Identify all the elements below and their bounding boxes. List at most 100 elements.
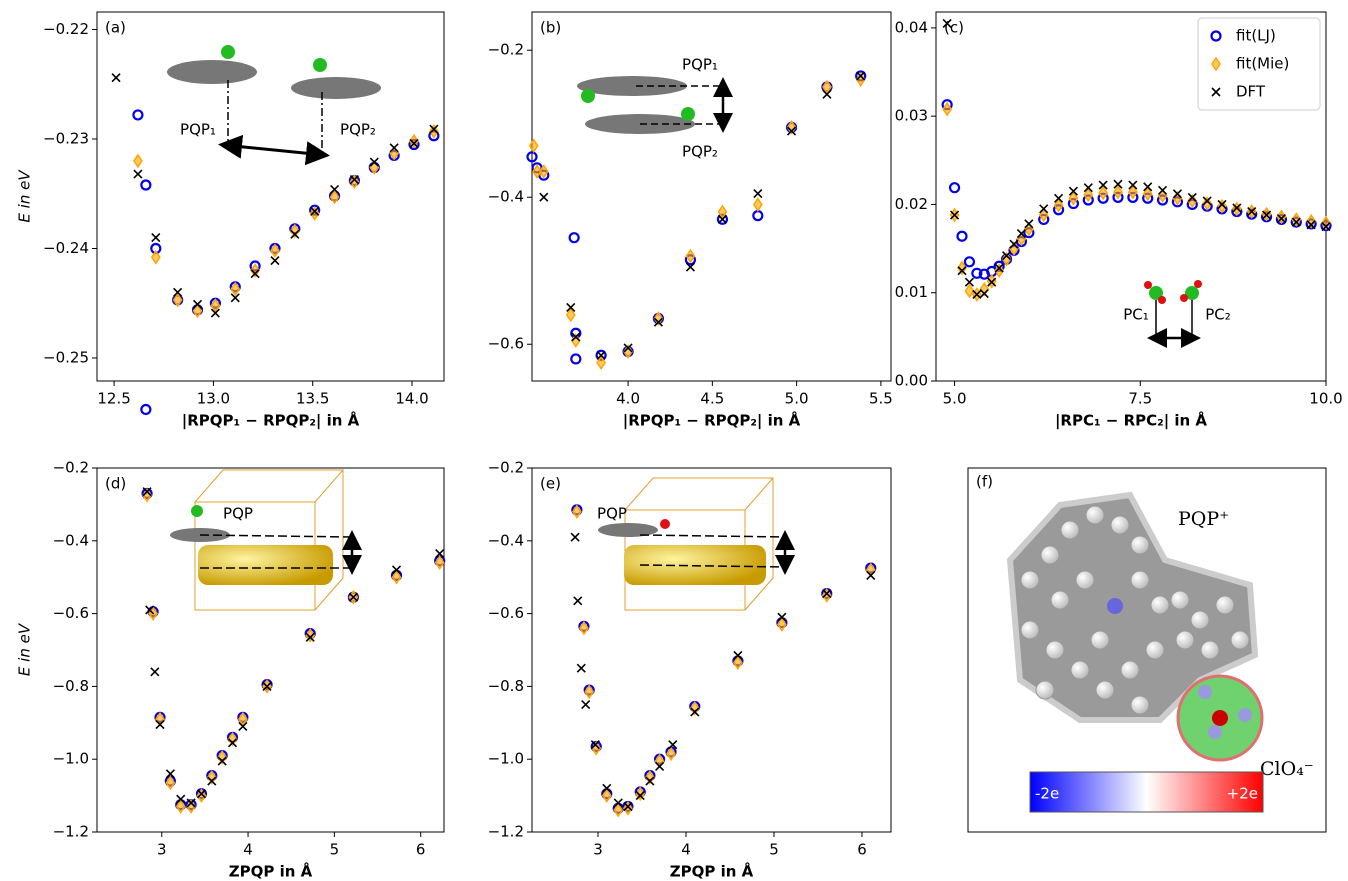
panel-label: (b) xyxy=(540,19,561,37)
point xyxy=(601,788,612,803)
point xyxy=(994,263,1004,273)
x-tick-label: 13.5 xyxy=(296,390,329,408)
inset-molecules-b xyxy=(577,76,733,134)
point xyxy=(1083,187,1094,203)
x-tick-label: 10.0 xyxy=(1309,390,1342,408)
point xyxy=(1068,190,1079,206)
point xyxy=(963,256,976,268)
point xyxy=(856,71,866,81)
point xyxy=(685,248,696,264)
point xyxy=(217,756,227,766)
atom xyxy=(1050,590,1070,610)
point xyxy=(1306,220,1316,230)
panel-label: (d) xyxy=(105,475,126,493)
point xyxy=(655,761,665,772)
point xyxy=(590,740,600,750)
point xyxy=(434,555,445,570)
legend-frame xyxy=(1197,17,1321,111)
atom xyxy=(1230,630,1250,650)
point xyxy=(192,303,203,319)
point xyxy=(528,138,539,154)
point xyxy=(142,487,152,497)
point xyxy=(1247,206,1257,217)
point xyxy=(1127,184,1138,200)
y-tick-label: 0.01 xyxy=(895,283,928,301)
y-tick-label: −0.23 xyxy=(43,130,89,148)
point xyxy=(776,617,787,632)
point xyxy=(140,403,152,416)
inset-label: PC₁ xyxy=(1123,306,1149,324)
point xyxy=(613,798,623,808)
point xyxy=(133,153,143,169)
atom xyxy=(1130,570,1150,590)
point xyxy=(753,188,763,199)
point xyxy=(957,260,967,276)
point xyxy=(571,504,582,520)
point xyxy=(186,798,196,808)
legend-entry: fit(LJ) xyxy=(1236,27,1276,45)
point xyxy=(173,287,183,297)
point xyxy=(602,783,612,793)
x-tick-label: 6 xyxy=(857,841,867,859)
atom xyxy=(1110,515,1130,535)
point xyxy=(230,281,241,297)
atom xyxy=(1045,640,1065,660)
point xyxy=(270,255,280,266)
point xyxy=(230,293,240,303)
point xyxy=(133,169,143,179)
y-tick-label: −0.8 xyxy=(488,677,524,695)
point xyxy=(623,801,633,812)
point xyxy=(217,750,228,765)
point xyxy=(689,700,700,716)
point xyxy=(752,210,764,222)
point xyxy=(132,109,144,121)
x-tick-label: 3 xyxy=(157,841,167,859)
atom xyxy=(1130,695,1150,715)
point xyxy=(581,700,591,710)
inset-label: PQP₁ xyxy=(682,56,718,74)
point xyxy=(1016,229,1026,239)
point xyxy=(192,299,203,309)
point xyxy=(409,133,419,149)
point xyxy=(1054,193,1064,203)
point xyxy=(786,126,797,136)
point xyxy=(979,289,989,299)
point xyxy=(1202,196,1212,206)
point xyxy=(1128,180,1138,190)
legend-swatch xyxy=(1211,87,1221,97)
cation-label: PQP⁺ xyxy=(1178,508,1229,530)
point xyxy=(1002,251,1012,261)
point xyxy=(948,182,961,194)
point xyxy=(145,605,155,615)
atom xyxy=(1020,620,1040,640)
point xyxy=(942,101,953,117)
point xyxy=(349,174,359,185)
point xyxy=(576,663,586,673)
inset-label: PQP xyxy=(597,505,627,523)
point xyxy=(653,317,663,327)
point xyxy=(786,120,797,135)
panel-label: (e) xyxy=(540,475,561,493)
point xyxy=(237,711,248,727)
atom xyxy=(1175,630,1195,650)
panel-frame xyxy=(967,467,1327,833)
atom xyxy=(1120,660,1140,680)
point xyxy=(866,570,876,580)
atom xyxy=(1130,535,1150,555)
point xyxy=(1024,219,1034,229)
x-tick-label: 4.5 xyxy=(700,390,724,408)
atom xyxy=(1215,595,1235,615)
point xyxy=(568,232,580,244)
point xyxy=(532,164,542,179)
point xyxy=(250,269,260,279)
point xyxy=(668,740,678,750)
x-tick-label: 4 xyxy=(243,841,253,859)
point xyxy=(227,731,238,747)
point xyxy=(1142,186,1153,202)
plot-frame xyxy=(935,11,1327,382)
point xyxy=(717,214,728,224)
y-axis-label: E in eV xyxy=(16,169,34,223)
x-axis-label: |RPC₁ − RPC₂| in Å xyxy=(1055,411,1207,431)
point xyxy=(1321,215,1331,231)
point xyxy=(972,289,982,300)
